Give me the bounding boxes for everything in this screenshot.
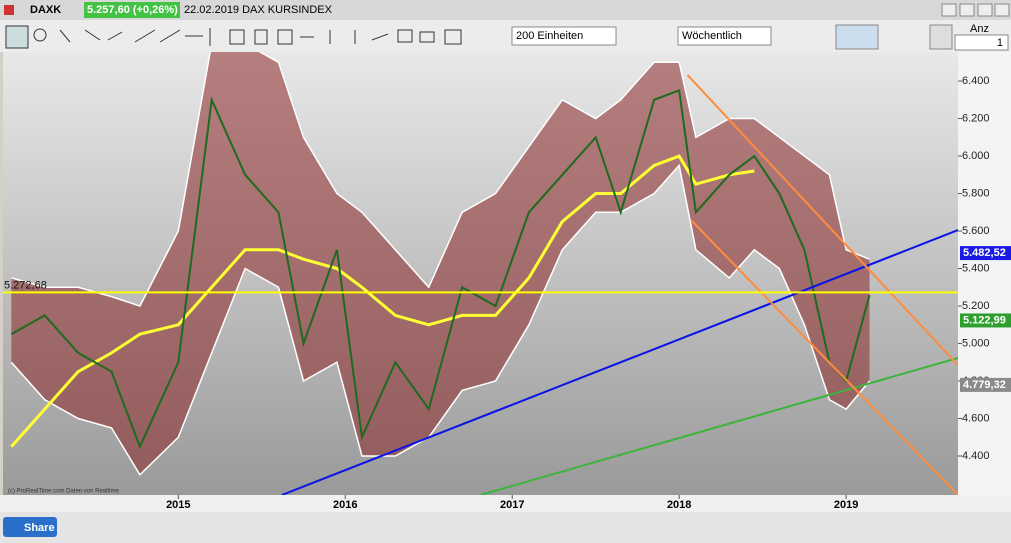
trendline <box>480 356 958 495</box>
trendline <box>690 219 958 495</box>
period: Wöchentlich <box>682 30 742 42</box>
x-tick-label: 2019 <box>834 499 858 511</box>
price-marker-label: 5.122,99 <box>963 314 1006 326</box>
period-dropdown[interactable] <box>677 26 772 46</box>
quote-box <box>84 2 180 18</box>
quote: 5.257,60 (+0,26%) <box>87 4 178 16</box>
band-fill <box>11 52 870 475</box>
price-marker-label: 5.482,52 <box>963 247 1006 259</box>
x-tick-label: 2015 <box>166 499 190 511</box>
count-label: Anz <box>970 23 989 35</box>
symbol: DAXK <box>30 4 61 16</box>
share-button[interactable] <box>3 517 57 537</box>
x-tick-label: 2018 <box>667 499 691 511</box>
units: 200 Einheiten <box>516 30 583 42</box>
info: 22.02.2019 DAX KURSINDEX <box>184 4 333 16</box>
restore-button[interactable] <box>977 3 993 17</box>
price-marker <box>960 246 1011 261</box>
plot-layer <box>10 52 958 495</box>
band-line <box>11 52 870 307</box>
close-button[interactable] <box>994 3 1010 17</box>
y-tick-label: 5.000 <box>962 337 990 349</box>
price-axis <box>958 52 1011 495</box>
count: 1 <box>997 37 1003 49</box>
price-marker <box>960 377 1011 392</box>
chart-type-button[interactable] <box>835 24 879 50</box>
settings-button[interactable] <box>929 24 953 50</box>
x-tick-label: 2016 <box>333 499 357 511</box>
max-button[interactable] <box>959 3 975 17</box>
trendline <box>281 229 958 495</box>
price-line <box>10 89 871 450</box>
y-tick-label: 6.000 <box>962 150 990 162</box>
title-bar <box>0 0 1011 20</box>
units-dropdown[interactable] <box>511 26 617 46</box>
ma-line <box>10 154 755 448</box>
share: Share <box>24 522 55 534</box>
credit: (c) ProRealTime.com Daten von Realtime <box>8 489 119 495</box>
trendline <box>686 74 958 366</box>
y-tick-label: 5.600 <box>962 225 990 237</box>
tool-icons[interactable] <box>5 25 462 49</box>
time-axis <box>0 495 1011 512</box>
price-marker <box>960 313 1011 328</box>
y-tick-label: 6.200 <box>962 112 990 124</box>
y-tick-label: 4.400 <box>962 450 990 462</box>
y-tick-label: 5.800 <box>962 187 990 199</box>
icon <box>4 5 14 15</box>
hline-label: 5.272,68 <box>4 279 47 291</box>
bottom-bar <box>0 512 1011 543</box>
price-marker-label: 4.779,32 <box>963 379 1006 391</box>
y-tick-label: 5.400 <box>962 262 990 274</box>
y-tick-label: 4.600 <box>962 412 990 424</box>
x-tick-label: 2017 <box>500 499 524 511</box>
min-button[interactable] <box>941 3 957 17</box>
band-line <box>10 163 871 476</box>
y-tick-label: 5.200 <box>962 300 990 312</box>
y-tick-label: 6.400 <box>962 75 990 87</box>
count-box[interactable] <box>954 34 1009 51</box>
